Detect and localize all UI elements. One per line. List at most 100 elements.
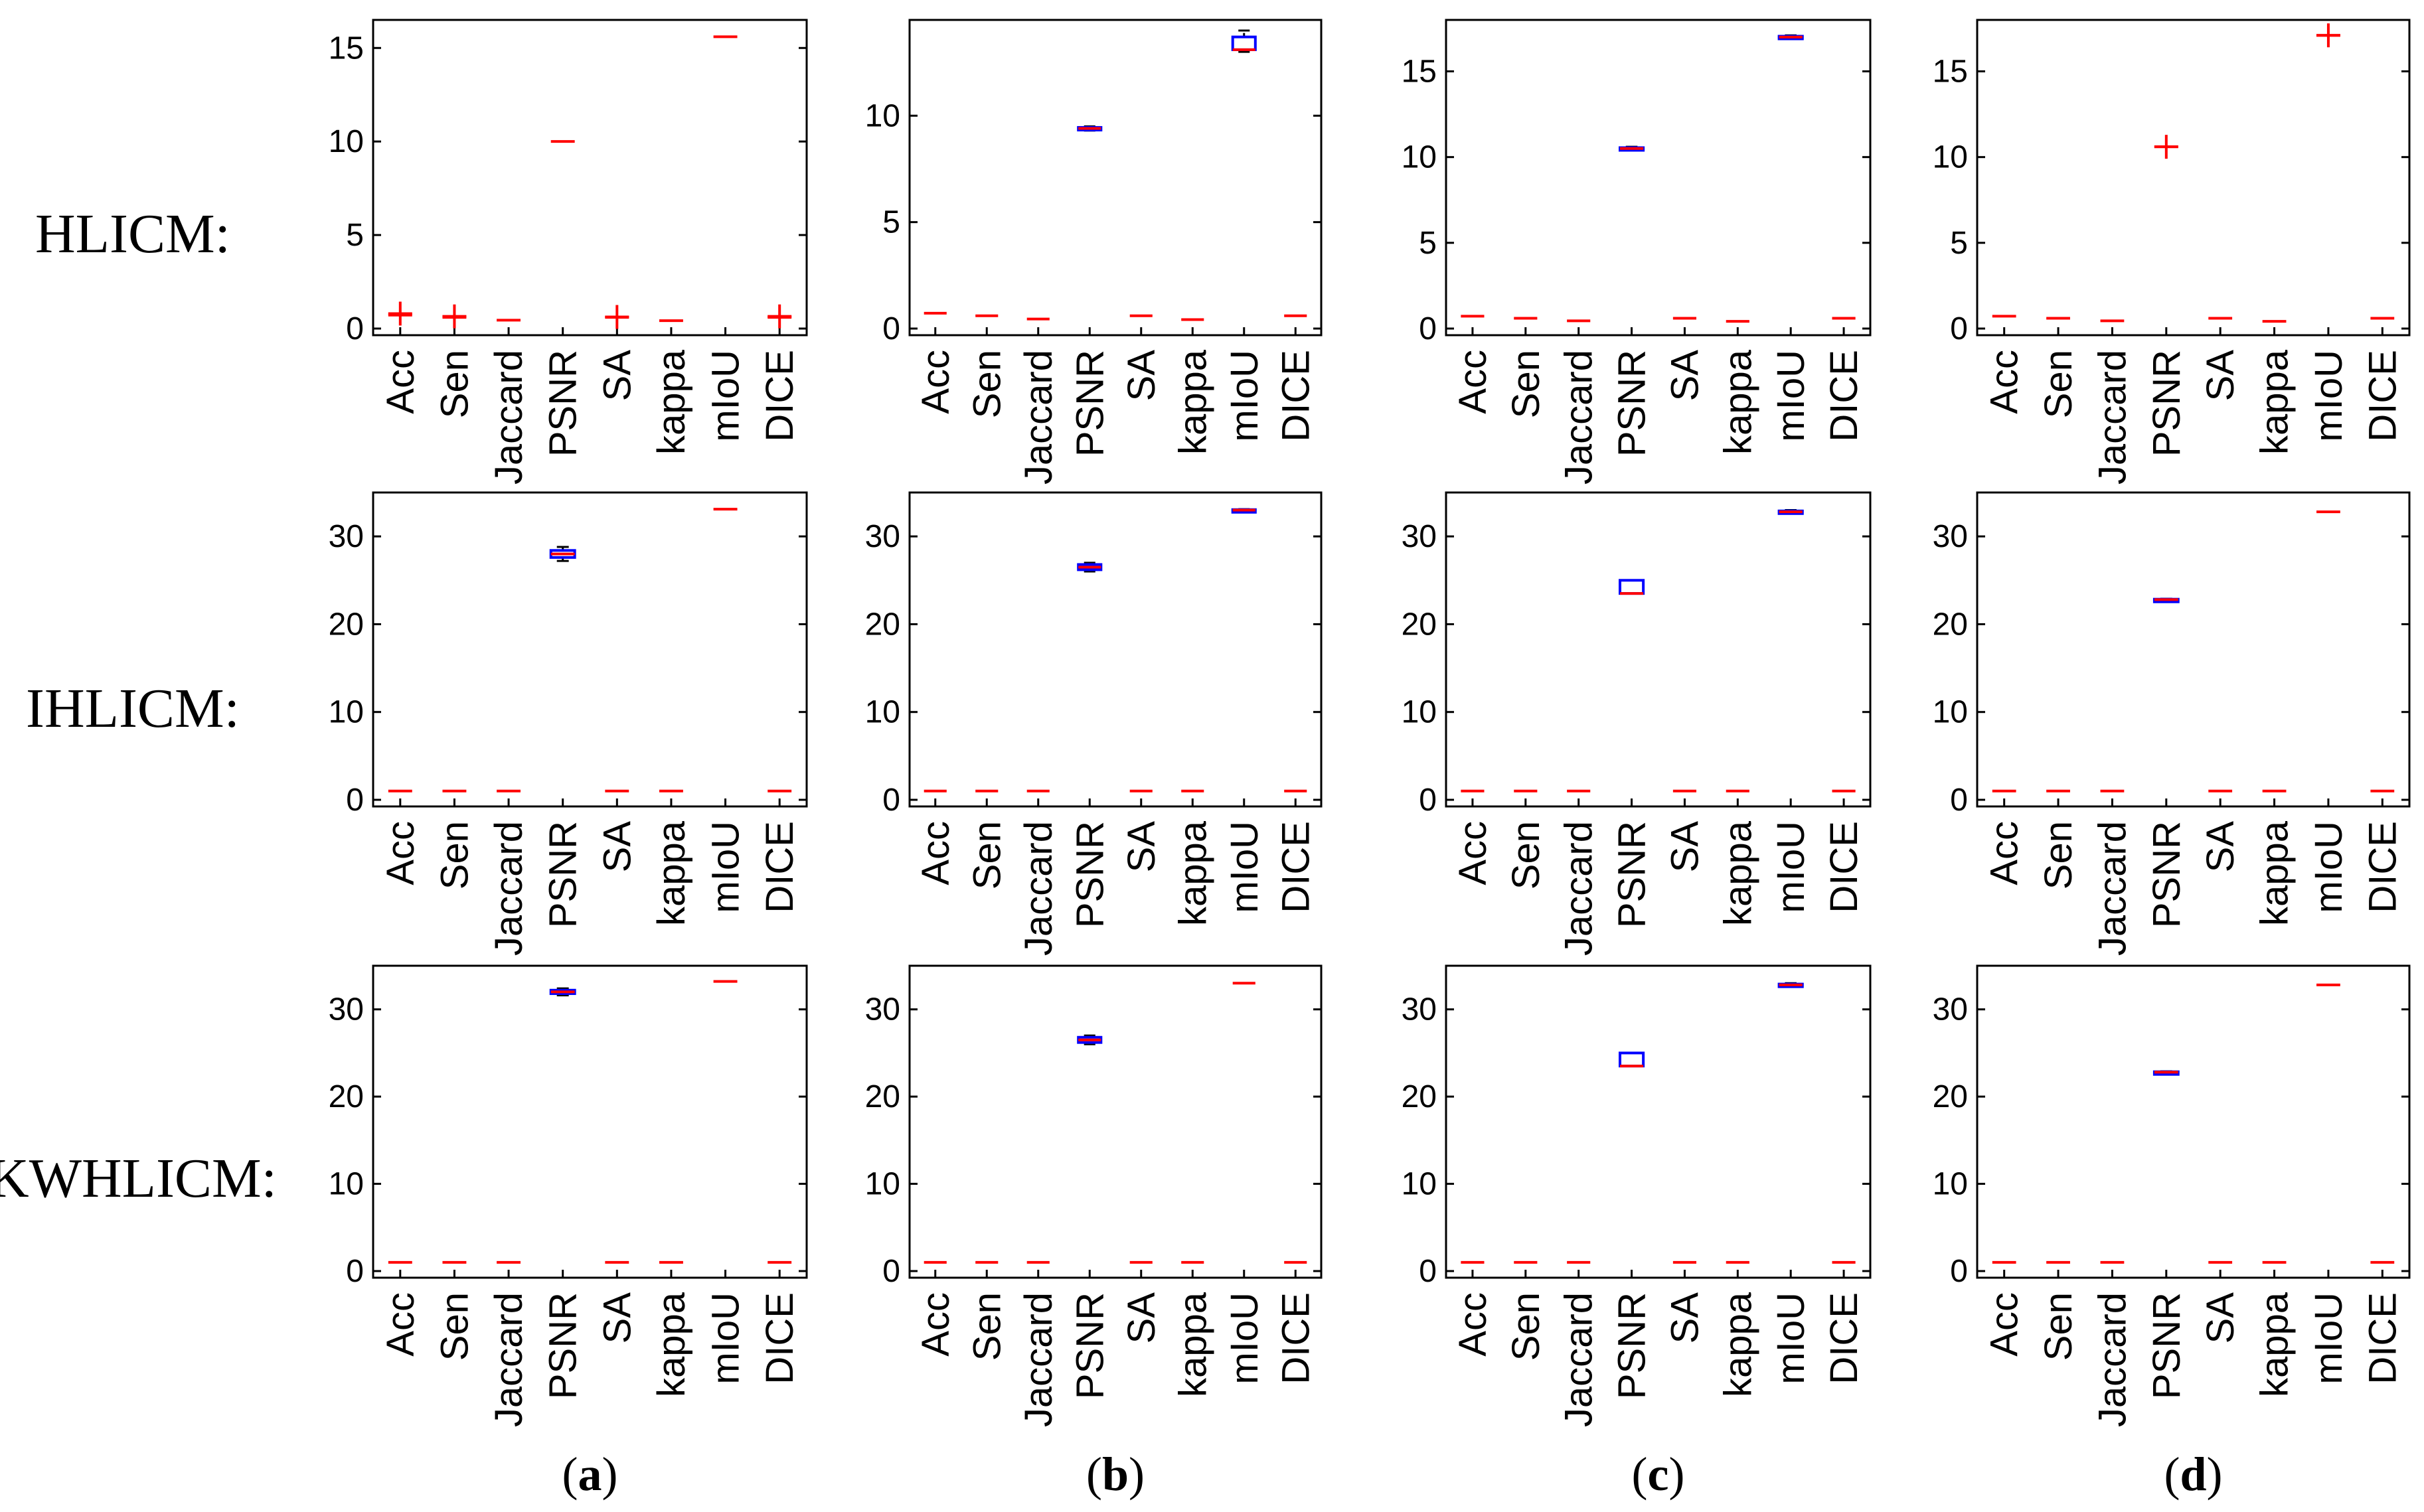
y-tick-label: 0 <box>1950 783 1968 818</box>
x-tick-label: Acc <box>914 350 957 414</box>
x-tick-label: SA <box>596 350 639 402</box>
x-tick-label: PSNR <box>2145 350 2188 457</box>
x-tick-label: DICE <box>1822 1292 1866 1385</box>
x-tick-label: PSNR <box>2145 1292 2188 1399</box>
panel-label: (c) <box>1632 1448 1685 1501</box>
y-tick-label: 0 <box>1950 311 1968 346</box>
x-tick-label: PSNR <box>1611 1292 1654 1399</box>
y-tick-label: 30 <box>865 992 900 1027</box>
axes-frame <box>1976 491 2411 808</box>
y-tick-label: 5 <box>882 205 900 240</box>
x-tick-label: PSNR <box>1068 350 1111 457</box>
x-tick-label: Sen <box>433 1292 476 1361</box>
x-tick-label: Sen <box>2037 1292 2080 1361</box>
x-tick-label: SA <box>1120 821 1163 873</box>
axes-frame <box>372 491 808 808</box>
box <box>1077 1034 1103 1045</box>
x-tick-label: mIoU <box>2307 350 2350 442</box>
x-tick-label: Jaccard <box>2091 821 2134 956</box>
x-tick-label: Acc <box>379 1292 422 1357</box>
panel-label-close: ) <box>602 1448 618 1501</box>
y-tick-label: 20 <box>865 1079 900 1114</box>
x-tick-label: Acc <box>1983 350 2026 414</box>
x-tick-label: Acc <box>1451 821 1495 885</box>
box <box>2316 23 2340 48</box>
axes-frame <box>1445 491 1872 808</box>
y-tick-label: 0 <box>346 783 364 818</box>
row-label: KWHLICM: <box>0 1148 277 1209</box>
y-tick-label: 20 <box>329 1079 364 1114</box>
y-tick-label: 10 <box>865 1167 900 1202</box>
y-tick-label: 5 <box>1419 226 1437 261</box>
y-tick-label: 15 <box>1933 54 1968 90</box>
y-tick-label: 0 <box>882 783 900 818</box>
box <box>388 301 412 326</box>
x-tick-label: mIoU <box>1769 1292 1813 1385</box>
x-tick-label: SA <box>2199 821 2242 873</box>
axes-frame <box>1976 19 2411 337</box>
x-tick-label: Sen <box>1504 350 1548 418</box>
y-tick-label: 10 <box>1933 1167 1968 1202</box>
y-tick-label: 0 <box>1419 783 1437 818</box>
x-tick-label: PSNR <box>542 1292 585 1399</box>
x-tick-label: kappa <box>1716 820 1759 926</box>
x-tick-label: DICE <box>758 350 801 442</box>
box <box>2152 1070 2180 1076</box>
x-tick-label: Jaccard <box>2091 350 2134 485</box>
y-tick-label: 10 <box>329 124 364 159</box>
x-tick-label: kappa <box>2253 820 2297 926</box>
x-tick-label: PSNR <box>542 350 585 457</box>
x-tick-label: DICE <box>758 1292 801 1385</box>
box <box>2152 597 2180 603</box>
x-tick-label: Sen <box>965 1292 1009 1361</box>
x-tick-label: Sen <box>965 350 1009 418</box>
panel-label: (d) <box>2164 1448 2222 1501</box>
x-tick-label: Jaccard <box>1017 1292 1060 1427</box>
x-tick-label: DICE <box>1822 821 1866 913</box>
y-tick-label: 0 <box>1950 1254 1968 1289</box>
x-tick-label: Jaccard <box>1017 350 1060 485</box>
x-tick-label: Acc <box>1983 1292 2026 1357</box>
x-tick-label: DICE <box>1822 350 1866 442</box>
x-tick-label: Jaccard <box>487 350 530 485</box>
x-tick-label: Jaccard <box>1558 350 1601 485</box>
y-tick-label: 0 <box>882 1254 900 1289</box>
x-tick-label: Jaccard <box>1558 1292 1601 1427</box>
x-tick-label: Jaccard <box>1017 821 1060 956</box>
panel-label-open: ( <box>2164 1448 2180 1501</box>
x-tick-label: SA <box>1663 821 1706 873</box>
x-tick-label: mIoU <box>704 1292 748 1385</box>
x-tick-label: Sen <box>433 350 476 418</box>
x-tick-label: Sen <box>1504 1292 1548 1361</box>
x-tick-label: DICE <box>1274 821 1317 913</box>
x-tick-label: PSNR <box>2145 821 2188 928</box>
x-tick-label: mIoU <box>704 821 748 913</box>
x-tick-label: DICE <box>758 821 801 913</box>
x-tick-label: SA <box>2199 350 2242 402</box>
axes-frame <box>908 491 1323 808</box>
x-tick-label: PSNR <box>542 821 585 928</box>
x-tick-label: DICE <box>2361 1292 2404 1385</box>
x-tick-label: mIoU <box>1769 821 1813 913</box>
x-tick-label: kappa <box>1716 349 1759 455</box>
x-tick-label: Acc <box>1451 350 1495 414</box>
axes-frame <box>1445 19 1872 337</box>
y-tick-label: 30 <box>329 992 364 1027</box>
axes-frame <box>372 964 808 1279</box>
box <box>2154 135 2178 159</box>
x-tick-label: PSNR <box>1068 821 1111 928</box>
x-tick-label: Acc <box>379 350 422 414</box>
box <box>1231 508 1257 514</box>
x-tick-label: Jaccard <box>487 821 530 956</box>
panel-label: (a) <box>562 1448 618 1501</box>
x-tick-label: mIoU <box>2307 821 2350 913</box>
